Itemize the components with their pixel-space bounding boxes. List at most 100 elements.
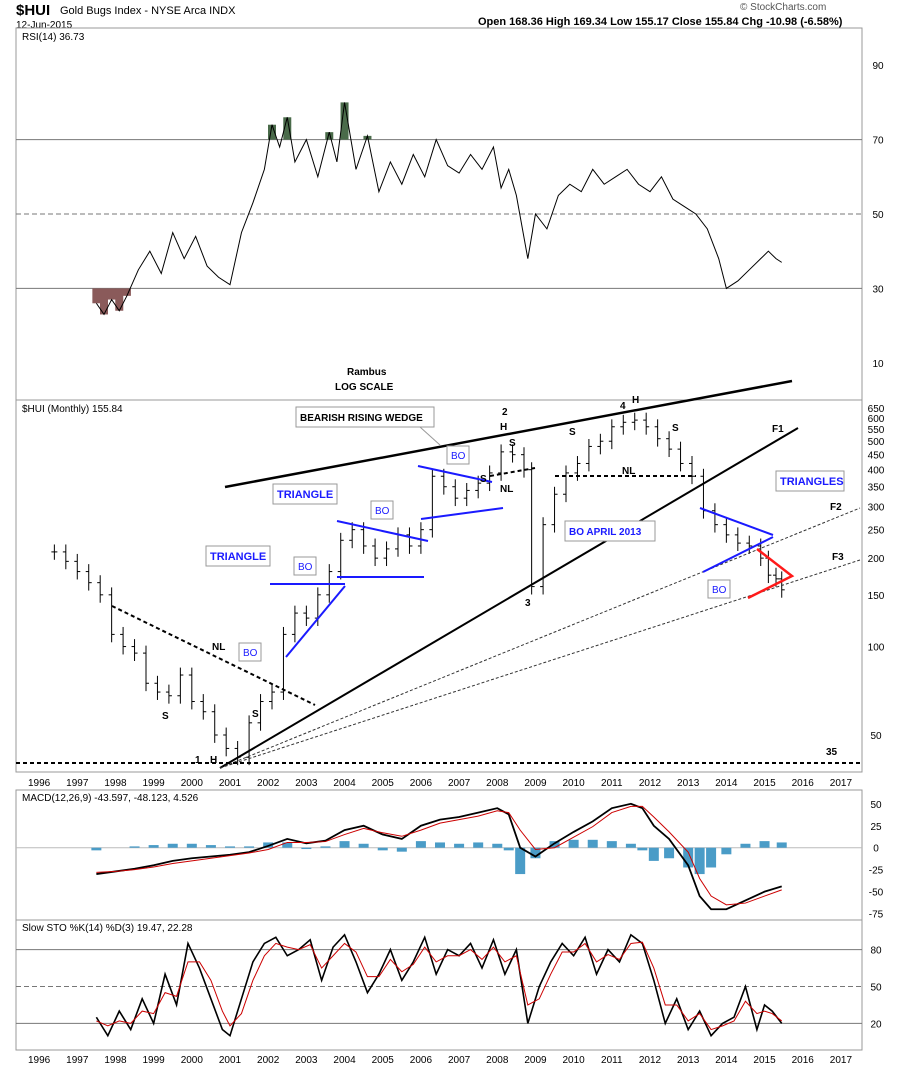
macd-histogram-bar: [492, 843, 503, 848]
support-label: 35: [826, 747, 838, 758]
h-label-3: H: [632, 395, 639, 406]
x-tick-label: 2000: [181, 778, 204, 789]
macd-signal-line: [96, 805, 782, 906]
macd-histogram-bar: [637, 847, 648, 851]
x-tick-label: 1997: [66, 778, 89, 789]
price-tick-label: 300: [868, 502, 885, 513]
x-tick-label: 1999: [143, 1055, 166, 1066]
f3-label: F3: [832, 552, 844, 563]
triangle2-top: [336, 520, 429, 542]
rsi-title: RSI(14) 36.73: [22, 32, 85, 43]
price-tick-label: 400: [868, 466, 885, 477]
macd-histogram-bar: [396, 847, 407, 852]
triangles-label: TRIANGLES: [775, 470, 845, 492]
rsi-overbought-fill: [325, 132, 334, 140]
s-label-2: S: [252, 709, 259, 720]
neckline-1: [111, 605, 316, 706]
macd-histogram-bar: [587, 839, 598, 848]
price-tick-label: 200: [868, 554, 885, 565]
macd-histogram-bar: [320, 846, 331, 848]
chart-symbol: $HUI: [16, 2, 51, 19]
macd-histogram-bar: [721, 847, 732, 855]
x-tick-label: 2017: [830, 778, 853, 789]
x-tick-label: 2010: [563, 1055, 586, 1066]
bo-april-label: BO APRIL 2013: [564, 520, 656, 542]
sto-pane: [15, 919, 863, 1051]
num-label-4: 4: [620, 401, 626, 412]
macd-histogram-bar: [148, 845, 159, 848]
macd-tick-label: 25: [870, 822, 882, 833]
macd-histogram-bar: [664, 847, 675, 859]
svg-text:TRIANGLE: TRIANGLE: [210, 551, 266, 563]
price-tick-label: 100: [868, 643, 885, 654]
price-tick-label: 150: [868, 591, 885, 602]
x-tick-label: 2003: [295, 778, 318, 789]
x-tick-label: 1998: [104, 778, 127, 789]
svg-text:TRIANGLE: TRIANGLE: [277, 489, 333, 501]
sto-tick-label: 20: [870, 1019, 882, 1030]
price-tick-label: 550: [868, 425, 885, 436]
x-tick-label: 2000: [181, 1055, 204, 1066]
author-label: Rambus: [347, 367, 387, 378]
macd-histogram-bar: [776, 842, 787, 848]
rsi-tick-label: 30: [872, 284, 884, 295]
bo-label-3: BO: [370, 500, 394, 520]
num-label-3: 3: [525, 598, 531, 609]
rsi-oversold-fill: [122, 288, 131, 296]
x-tick-label: 2001: [219, 778, 242, 789]
s-label-6: S: [672, 423, 679, 434]
macd-histogram-bar: [706, 847, 717, 868]
macd-tick-label: -25: [869, 866, 884, 877]
macd-histogram-bar: [515, 847, 526, 875]
x-tick-label: 2011: [601, 778, 623, 789]
sto-tick-label: 80: [870, 946, 882, 957]
x-tick-label: 2006: [410, 778, 433, 789]
x-tick-label: 2016: [792, 1055, 815, 1066]
triangle3-bottom: [420, 507, 504, 520]
ohlc-readout: Open 168.36 High 169.34 Low 155.17 Close…: [478, 16, 843, 28]
x-tick-label: 2015: [753, 1055, 776, 1066]
macd-histogram-bar: [683, 847, 694, 868]
macd-histogram-bar: [454, 843, 465, 848]
x-tick-label: 2008: [486, 1055, 509, 1066]
x-tick-label: 2009: [524, 778, 547, 789]
rsi-pane: [15, 27, 863, 401]
bo-label-1: BO: [238, 642, 262, 662]
x-tick-label: 2001: [219, 1055, 242, 1066]
macd-tick-label: 50: [870, 800, 882, 811]
x-tick-label: 2007: [448, 1055, 471, 1066]
chart-date: 12-Jun-2015: [16, 20, 73, 31]
macd-histogram-bar: [339, 841, 350, 848]
price-title: $HUI (Monthly) 155.84: [22, 404, 123, 415]
x-tick-label: 2016: [792, 778, 815, 789]
macd-histogram-bar: [282, 842, 293, 848]
macd-histogram-bar: [694, 847, 705, 875]
triangle4-bottom: [702, 536, 774, 573]
x-tick-label: 1997: [66, 1055, 89, 1066]
watermark: © StockCharts.com: [740, 2, 827, 13]
macd-histogram-bar: [759, 841, 770, 848]
macd-histogram-bar: [167, 843, 178, 848]
rsi-oversold-fill: [115, 288, 124, 311]
h-label-1: H: [210, 755, 217, 766]
x-tick-label: 2012: [639, 1055, 662, 1066]
x-tick-label: 2004: [333, 778, 356, 789]
svg-text:BO: BO: [298, 562, 313, 573]
wedge-lower-line: [219, 427, 799, 769]
svg-text:BEARISH RISING WEDGE: BEARISH RISING WEDGE: [300, 413, 423, 424]
bo-label-2: BO: [293, 556, 317, 576]
x-tick-label: 1996: [28, 1055, 51, 1066]
macd-tick-label: -50: [869, 888, 884, 899]
rsi-tick-label: 10: [872, 359, 884, 370]
x-tick-label: 2011: [601, 1055, 623, 1066]
rsi-overbought-fill: [340, 102, 349, 140]
triangle2-label: TRIANGLE: [272, 483, 338, 505]
rsi-tick-label: 90: [872, 61, 884, 72]
log-scale-label: LOG SCALE: [335, 382, 394, 393]
svg-text:BO: BO: [451, 451, 466, 462]
macd-histogram-bar: [244, 846, 255, 848]
sto-title: Slow STO %K(14) %D(3) 19.47, 22.28: [22, 923, 193, 934]
macd-histogram-bar: [205, 845, 216, 848]
svg-text:BO APRIL 2013: BO APRIL 2013: [569, 527, 642, 538]
